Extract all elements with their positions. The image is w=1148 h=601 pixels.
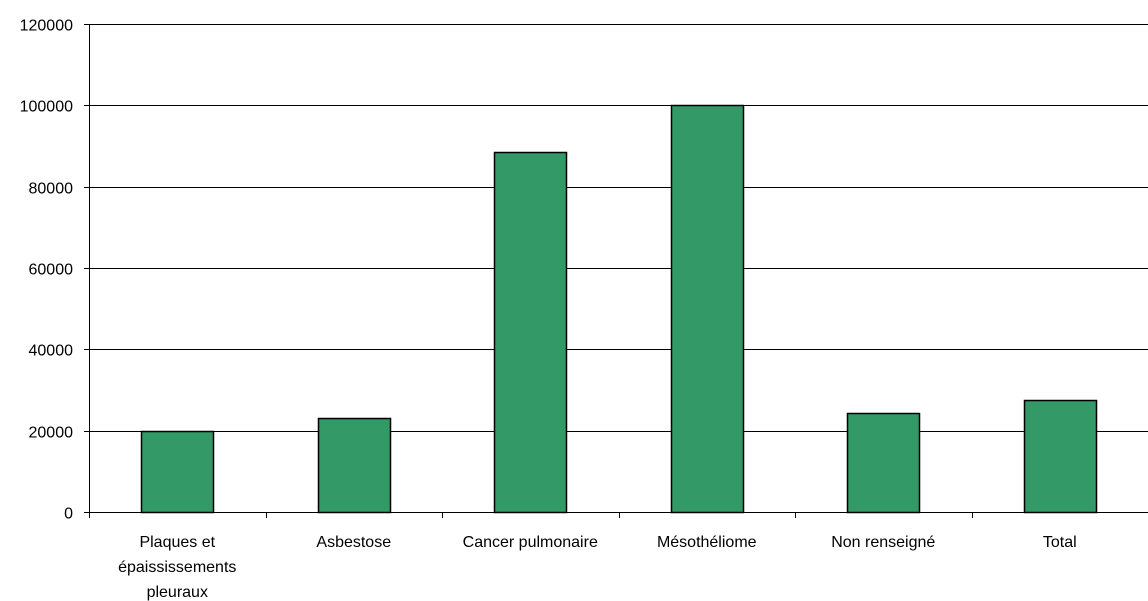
bars [140, 104, 1098, 514]
y-tick-label: 120000 [20, 18, 73, 35]
y-tick-label: 100000 [20, 99, 73, 116]
x-tick-label: Asbestose [316, 534, 391, 551]
bar [1023, 399, 1098, 514]
y-tick-label: 20000 [29, 425, 74, 442]
x-tick-label: Total [1043, 534, 1077, 551]
bar [846, 412, 921, 514]
gridlines [89, 24, 1148, 432]
y-tick-label: 0 [64, 506, 73, 523]
x-tick-label: Mésothéliome [657, 534, 757, 551]
axes [84, 24, 1148, 518]
y-tick-label: 60000 [29, 262, 74, 279]
bar [317, 417, 392, 514]
y-tick-labels: 0 20000 40000 60000 80000 100000 120000 [20, 18, 73, 523]
bar [493, 151, 568, 514]
y-tick-label: 40000 [29, 343, 74, 360]
bar [670, 104, 745, 514]
y-tick-label: 80000 [29, 181, 74, 198]
x-tick-labels: Plaques et épaississements pleuraux Asbesto… [118, 534, 1077, 601]
bar [140, 430, 215, 514]
x-tick-label: Cancer pulmonaire [463, 534, 598, 551]
x-tick-label: Non renseigné [831, 534, 935, 551]
x-tick-label: Plaques et épaississements pleuraux [118, 534, 236, 601]
